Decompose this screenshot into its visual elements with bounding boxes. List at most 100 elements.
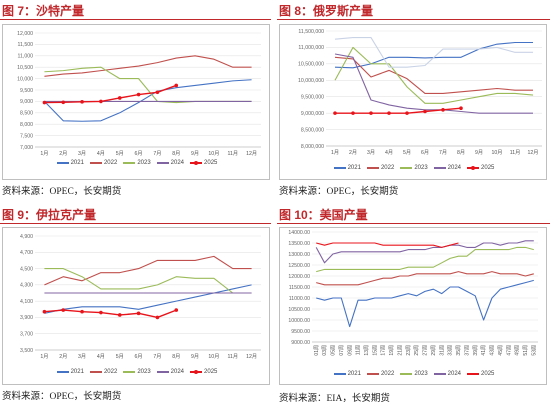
- x-tick-label: 3月: [78, 150, 86, 157]
- legend-label: 2022: [103, 369, 118, 375]
- series-line: [334, 56, 533, 94]
- y-tick-label: 10,000,000: [298, 78, 324, 84]
- legend-swatch: [89, 371, 102, 373]
- series-line: [316, 271, 534, 286]
- legend-swatch: [433, 167, 446, 169]
- title-underline: [277, 223, 550, 224]
- chart-title-us: 图 10：美国产量: [279, 208, 368, 222]
- x-tick-label: 51周: [523, 345, 529, 356]
- x-tick-label: 7月: [153, 150, 161, 157]
- y-tick-label: 14000.00: [288, 230, 310, 236]
- x-tick-label: 10月: [208, 353, 219, 360]
- legend-item: 2025: [190, 160, 217, 166]
- legend-label: 2021: [347, 371, 361, 377]
- legend-us: 2021 2022 2023 2024 2025: [280, 371, 548, 377]
- legend-swatch: [467, 373, 480, 375]
- series-line: [316, 242, 459, 248]
- y-tick-label: 9000.00: [291, 340, 310, 346]
- x-tick-label: 10月: [492, 149, 503, 156]
- legend-swatch: [467, 165, 480, 170]
- title-underline: [0, 223, 271, 224]
- x-tick-label: 1月: [40, 150, 48, 157]
- y-tick-label: 10,000: [17, 76, 33, 82]
- y-tick-label: 10,500: [17, 65, 33, 71]
- series-line: [44, 309, 177, 319]
- legend-russia: 2021 2022 2023 2024 2025: [280, 165, 548, 171]
- x-tick-label: 11月: [227, 353, 238, 360]
- legend-swatch: [190, 369, 203, 374]
- x-tick-label: 31周: [439, 345, 445, 356]
- legend-label: 2024: [170, 369, 185, 375]
- x-tick-label: 17周: [381, 345, 387, 356]
- x-tick-label: 05周: [331, 345, 337, 356]
- legend-item: 2022: [89, 369, 118, 375]
- x-tick-label: 11月: [227, 150, 238, 157]
- x-tick-label: 6月: [135, 150, 143, 157]
- x-tick-label: 2月: [59, 353, 67, 360]
- x-tick-label: 19周: [389, 345, 395, 356]
- data-point: [61, 308, 66, 312]
- series-line: [334, 53, 533, 114]
- x-tick-label: 07周: [339, 345, 345, 356]
- legend-item: 2021: [56, 160, 84, 166]
- data-point: [80, 309, 84, 314]
- legend-swatch: [123, 162, 136, 164]
- legend-label: 2023: [414, 371, 428, 377]
- legend-swatch: [366, 167, 379, 169]
- y-tick-label: 8,000,000: [301, 144, 324, 150]
- x-tick-label: 37周: [464, 345, 470, 356]
- legend-label: 2024: [170, 160, 185, 166]
- y-tick-label: 11,000,000: [298, 45, 324, 51]
- x-tick-label: 6月: [421, 149, 429, 156]
- legend-item: 2022: [366, 371, 395, 377]
- data-point: [136, 311, 141, 316]
- source-us: 资料来源：EIA，长安期货: [279, 394, 390, 404]
- x-tick-label: 5月: [403, 149, 411, 156]
- chart-frame-saudi: 7,000 7,500 8,000 8,500 9,000 9,500 10,000 10,5…: [2, 24, 270, 180]
- y-tick-label: 4,900: [20, 234, 33, 240]
- x-tick-label: 12月: [246, 353, 257, 360]
- y-tick-label: 13500.00: [288, 241, 310, 247]
- y-tick-label: 9500.00: [291, 329, 310, 335]
- y-tick-label: 11,500,000: [298, 29, 324, 35]
- x-tick-label: 7月: [153, 353, 161, 360]
- data-point: [423, 109, 427, 114]
- y-tick-label: 4,100: [20, 299, 33, 305]
- line-chart-russia: 8,000,000 8,500,000 9,000,000 9,500,000 10,0…: [298, 29, 542, 156]
- x-tick-label: 10月: [208, 150, 219, 157]
- legend-swatch: [400, 373, 413, 375]
- legend-swatch: [89, 162, 102, 164]
- x-tick-label: 2月: [349, 149, 357, 156]
- x-tick-label: 53周: [531, 345, 537, 356]
- legend-label: 2024: [447, 371, 462, 377]
- legend-label: 2023: [137, 369, 151, 375]
- chart-frame-iraq: 3,500 3,700 3,900 4,100 4,300 4,500 4,700 4,900…: [2, 227, 270, 385]
- series-line: [44, 255, 252, 286]
- legend-label: 2022: [103, 160, 118, 166]
- legend-label: 2025: [204, 160, 218, 166]
- legend-item: 2023: [123, 160, 151, 166]
- legend-swatch: [333, 167, 346, 169]
- x-tick-label: 4月: [385, 149, 393, 156]
- chart-frame-russia: 8,000,000 8,500,000 9,000,000 9,500,000 10,0…: [279, 24, 547, 180]
- x-tick-label: 12月: [528, 149, 539, 156]
- y-tick-label: 7,500: [20, 133, 33, 139]
- x-tick-label: 21周: [397, 345, 403, 356]
- data-point: [351, 111, 355, 115]
- x-tick-label: 5月: [116, 353, 124, 360]
- series-line: [44, 284, 252, 314]
- y-tick-label: 7,000: [20, 145, 33, 151]
- y-tick-label: 8,500: [20, 111, 33, 117]
- series-line: [334, 46, 534, 104]
- y-tick-label: 11500.00: [289, 285, 310, 291]
- x-tick-label: 7月: [439, 149, 447, 156]
- legend-label: 2025: [204, 369, 218, 375]
- x-tick-label: 49周: [515, 345, 521, 356]
- y-tick-label: 4,700: [20, 250, 33, 256]
- legend-label: 2022: [380, 371, 395, 377]
- data-point: [155, 315, 160, 320]
- series-line: [44, 84, 177, 104]
- series-line: [316, 279, 534, 328]
- chart-title-iraq: 图 9：伊拉克产量: [2, 208, 97, 222]
- legend-item: 2024: [433, 371, 462, 377]
